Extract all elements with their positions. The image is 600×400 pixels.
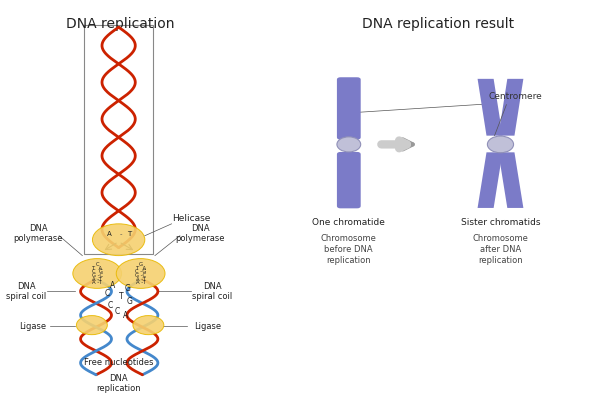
Text: T  A: T A xyxy=(92,266,102,271)
FancyBboxPatch shape xyxy=(337,152,361,208)
Text: Ligase: Ligase xyxy=(19,322,46,331)
Polygon shape xyxy=(499,152,523,208)
Polygon shape xyxy=(499,79,523,136)
Text: C  G: C G xyxy=(92,269,103,274)
Text: Helicase: Helicase xyxy=(172,214,211,223)
Text: DNA
replication: DNA replication xyxy=(97,374,141,393)
Text: -: - xyxy=(119,231,122,237)
Text: C: C xyxy=(95,262,99,267)
Text: Sister chromatids: Sister chromatids xyxy=(461,218,540,227)
Text: T  A: T A xyxy=(136,266,146,271)
Text: A -T: A -T xyxy=(92,276,102,282)
Text: G: G xyxy=(127,298,133,306)
Text: DNA
polymerase: DNA polymerase xyxy=(175,224,225,244)
Ellipse shape xyxy=(116,258,165,288)
FancyBboxPatch shape xyxy=(337,77,361,140)
Text: C: C xyxy=(107,301,113,310)
Ellipse shape xyxy=(76,316,107,335)
Text: G -C: G -C xyxy=(92,273,103,278)
Text: Centromere: Centromere xyxy=(488,92,542,102)
Text: G -C: G -C xyxy=(135,273,146,278)
Text: C: C xyxy=(114,307,119,316)
Polygon shape xyxy=(478,79,503,136)
Text: Chromosome
before DNA
replication: Chromosome before DNA replication xyxy=(321,234,377,265)
Text: A -T: A -T xyxy=(92,280,102,285)
Text: C: C xyxy=(105,289,110,298)
Ellipse shape xyxy=(73,258,122,288)
Text: Chromosome
after DNA
replication: Chromosome after DNA replication xyxy=(473,234,529,265)
Text: G: G xyxy=(125,284,130,293)
Text: C -G: C -G xyxy=(135,269,146,274)
Text: T: T xyxy=(127,231,131,237)
Text: DNA
spiral coil: DNA spiral coil xyxy=(7,282,47,301)
Text: G: G xyxy=(139,262,143,267)
Polygon shape xyxy=(478,152,503,208)
Ellipse shape xyxy=(337,137,361,152)
Text: A -T: A -T xyxy=(136,276,146,282)
Text: A: A xyxy=(122,311,128,320)
Text: DNA
polymerase: DNA polymerase xyxy=(14,224,63,244)
Text: Free nucleotides: Free nucleotides xyxy=(84,358,154,367)
Text: A: A xyxy=(107,231,112,237)
Text: DNA
spiral coil: DNA spiral coil xyxy=(192,282,232,301)
Ellipse shape xyxy=(133,316,164,335)
Text: Ligase: Ligase xyxy=(194,322,221,331)
Text: DNA replication: DNA replication xyxy=(65,17,174,31)
Ellipse shape xyxy=(487,136,514,153)
Text: DNA replication result: DNA replication result xyxy=(362,17,514,31)
Text: T: T xyxy=(119,292,124,301)
Text: One chromatide: One chromatide xyxy=(313,218,385,227)
Text: A -T: A -T xyxy=(136,280,146,285)
Text: A: A xyxy=(109,281,115,290)
Ellipse shape xyxy=(92,224,145,256)
FancyBboxPatch shape xyxy=(84,25,152,254)
